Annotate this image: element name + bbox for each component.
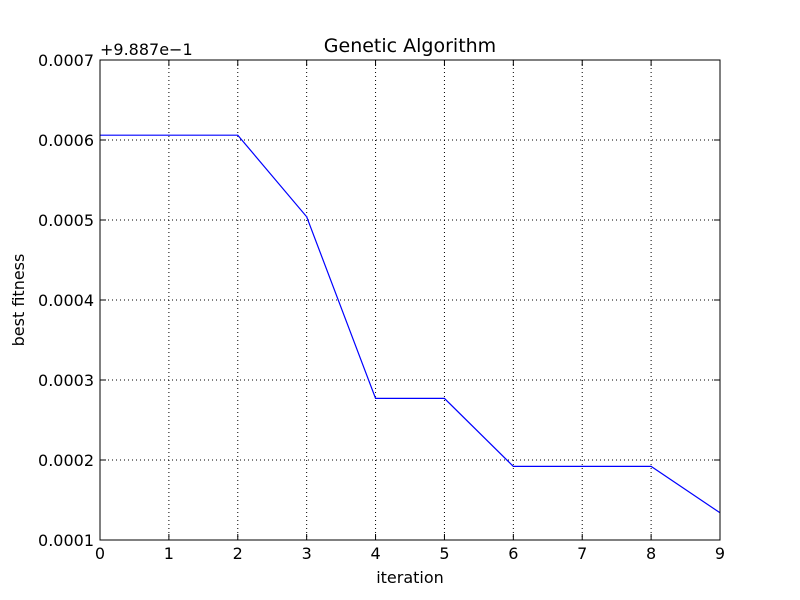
- grid: [100, 60, 720, 540]
- y-tick-label: 0.0005: [38, 211, 94, 230]
- y-tick-label: 0.0003: [38, 371, 94, 390]
- x-axis-label: iteration: [376, 568, 444, 587]
- x-tick-label: 4: [370, 544, 380, 563]
- y-tick-label: 0.0004: [38, 291, 94, 310]
- y-tick-label: 0.0006: [38, 131, 94, 150]
- y-tick-label: 0.0002: [38, 451, 94, 470]
- y-axis-label: best fitness: [9, 254, 28, 347]
- series-layer: [100, 134, 721, 514]
- chart-title: Genetic Algorithm: [324, 35, 496, 57]
- x-tick-label: 1: [164, 544, 174, 563]
- x-tick-label: 6: [508, 544, 518, 563]
- y-tick-labels: 0.0001 0.0002 0.0003 0.0004 0.0005 0.0006 0.00…: [38, 51, 94, 550]
- x-tick-label: 3: [302, 544, 312, 563]
- plot-frame: [99, 59, 721, 541]
- x-tick-labels: 0 1 2 3 4 5 6 7 8 9: [95, 544, 725, 563]
- x-tick-label: 9: [715, 544, 725, 563]
- series-line: [100, 134, 721, 514]
- y-tick-label: 0.0001: [38, 531, 94, 550]
- x-tick-label: 7: [577, 544, 587, 563]
- x-tick-label: 2: [233, 544, 243, 563]
- x-tick-label: 0: [95, 544, 105, 563]
- x-tick-label: 8: [646, 544, 656, 563]
- x-tick-label: 5: [439, 544, 449, 563]
- y-tick-label: 0.0007: [38, 51, 94, 70]
- y-offset-label: +9.887e−1: [100, 40, 193, 59]
